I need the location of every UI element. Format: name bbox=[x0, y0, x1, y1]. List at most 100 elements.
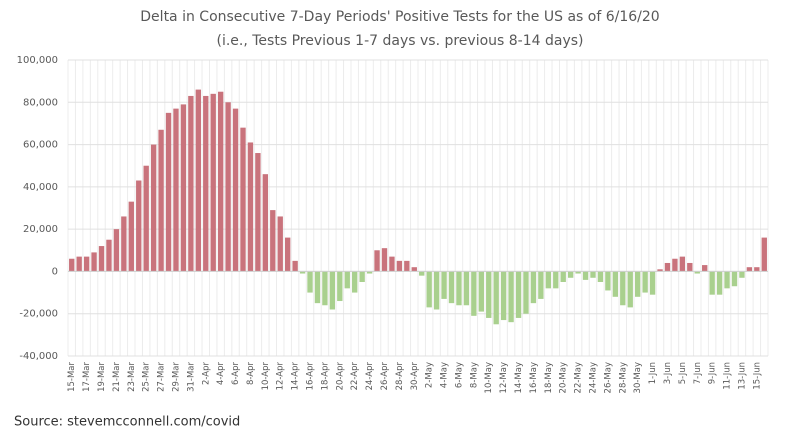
x-tick-label: 24-Apr bbox=[365, 361, 375, 390]
x-tick-label: 10-May bbox=[484, 362, 494, 393]
bar bbox=[545, 271, 551, 289]
bar bbox=[329, 271, 336, 310]
bar bbox=[203, 95, 209, 272]
x-tick-label: 30-Apr bbox=[410, 361, 420, 390]
x-tick-label: 29-Mar bbox=[171, 361, 181, 391]
x-tick-label: 26-Apr bbox=[380, 361, 390, 390]
bar bbox=[716, 271, 723, 295]
x-tick-label: 14-May bbox=[514, 362, 524, 393]
bar bbox=[374, 250, 380, 272]
bar bbox=[366, 271, 373, 274]
bar bbox=[657, 269, 663, 272]
x-tick-label: 5-Jun bbox=[678, 362, 688, 384]
chart-title: Delta in Consecutive 7-Day Periods' Posi… bbox=[140, 9, 659, 25]
bar bbox=[441, 271, 447, 299]
x-tick-label: 7-Jun bbox=[693, 362, 703, 384]
bar bbox=[679, 256, 686, 272]
bar bbox=[285, 237, 291, 272]
x-tick-label: 22-May bbox=[574, 362, 584, 393]
x-tick-label: 18-Apr bbox=[320, 361, 330, 390]
x-tick-label: 15-Jun bbox=[752, 362, 762, 390]
bar bbox=[575, 271, 581, 274]
x-tick-label: 26-May bbox=[603, 362, 613, 393]
bar bbox=[322, 271, 328, 306]
chart-subtitle: (i.e., Tests Previous 1-7 days vs. previ… bbox=[216, 33, 583, 49]
bar bbox=[523, 271, 529, 314]
y-tick-label: 20,000 bbox=[23, 224, 58, 235]
x-tick-label: 8-Apr bbox=[246, 362, 256, 385]
bar bbox=[173, 108, 179, 272]
x-tick-label: 4-May bbox=[440, 362, 450, 388]
x-tick-label: 22-Apr bbox=[350, 361, 360, 390]
bar bbox=[404, 260, 410, 272]
bar bbox=[605, 271, 611, 291]
bar bbox=[121, 216, 127, 272]
bar bbox=[433, 271, 440, 310]
x-tick-label: 2-Apr bbox=[201, 362, 211, 385]
y-tick-label: 0 bbox=[52, 266, 58, 277]
bar bbox=[232, 108, 239, 272]
y-tick-label: 80,000 bbox=[23, 97, 58, 108]
x-tick-label: 6-May bbox=[454, 362, 464, 388]
bar bbox=[158, 129, 164, 272]
y-tick-label: 60,000 bbox=[23, 140, 58, 151]
x-tick-label: 30-May bbox=[633, 362, 643, 393]
bar bbox=[98, 246, 105, 272]
bar bbox=[553, 271, 559, 289]
bar bbox=[493, 271, 499, 325]
x-tick-label: 3-Jun bbox=[663, 362, 673, 384]
bar bbox=[396, 260, 403, 272]
x-tick-label: 18-May bbox=[544, 362, 554, 393]
x-tick-label: 4-Apr bbox=[216, 362, 226, 385]
x-tick-label: 31-Mar bbox=[186, 361, 196, 391]
bar bbox=[113, 229, 120, 272]
bar bbox=[672, 258, 678, 272]
x-tick-label: 21-Mar bbox=[112, 361, 122, 391]
bar bbox=[106, 239, 112, 272]
x-tick-label: 13-Jun bbox=[737, 362, 747, 390]
bar bbox=[724, 271, 730, 289]
bar bbox=[180, 104, 187, 272]
bar bbox=[83, 256, 90, 272]
bar bbox=[463, 271, 470, 306]
bar bbox=[419, 271, 425, 276]
bar bbox=[627, 271, 633, 308]
bar bbox=[612, 271, 619, 297]
bar bbox=[754, 267, 760, 272]
bar bbox=[314, 271, 321, 304]
x-tick-label: 1-Jun bbox=[648, 362, 658, 384]
bar bbox=[538, 271, 544, 299]
bar bbox=[225, 102, 231, 272]
x-tick-label: 25-Mar bbox=[142, 361, 152, 391]
bar bbox=[426, 271, 432, 308]
bar bbox=[567, 271, 574, 278]
bar bbox=[262, 174, 269, 272]
bar bbox=[91, 252, 97, 272]
bar bbox=[560, 271, 566, 282]
bar bbox=[620, 271, 626, 306]
x-tick-label: 24-May bbox=[589, 362, 599, 393]
bar bbox=[352, 271, 358, 293]
bar bbox=[731, 271, 738, 287]
bar bbox=[240, 127, 246, 272]
y-tick-label: -20,000 bbox=[19, 309, 58, 320]
bar bbox=[664, 262, 671, 272]
x-tick-label: 10-Apr bbox=[261, 361, 271, 390]
bar bbox=[292, 260, 298, 272]
bar bbox=[128, 201, 134, 272]
bar bbox=[247, 142, 254, 272]
x-tick-label: 15-Mar bbox=[67, 361, 77, 391]
bar bbox=[687, 262, 693, 272]
bar bbox=[307, 271, 313, 293]
x-tick-label: 16-Apr bbox=[306, 361, 316, 390]
x-tick-label: 9-Jun bbox=[708, 362, 718, 384]
bar bbox=[761, 237, 767, 272]
bar bbox=[709, 271, 715, 295]
bar bbox=[515, 271, 522, 318]
bar bbox=[478, 271, 484, 312]
bar bbox=[500, 271, 507, 321]
source-note: Source: stevemcconnell.com/covid bbox=[14, 415, 240, 430]
y-tick-label: -40,000 bbox=[19, 351, 58, 362]
bar bbox=[359, 271, 365, 282]
